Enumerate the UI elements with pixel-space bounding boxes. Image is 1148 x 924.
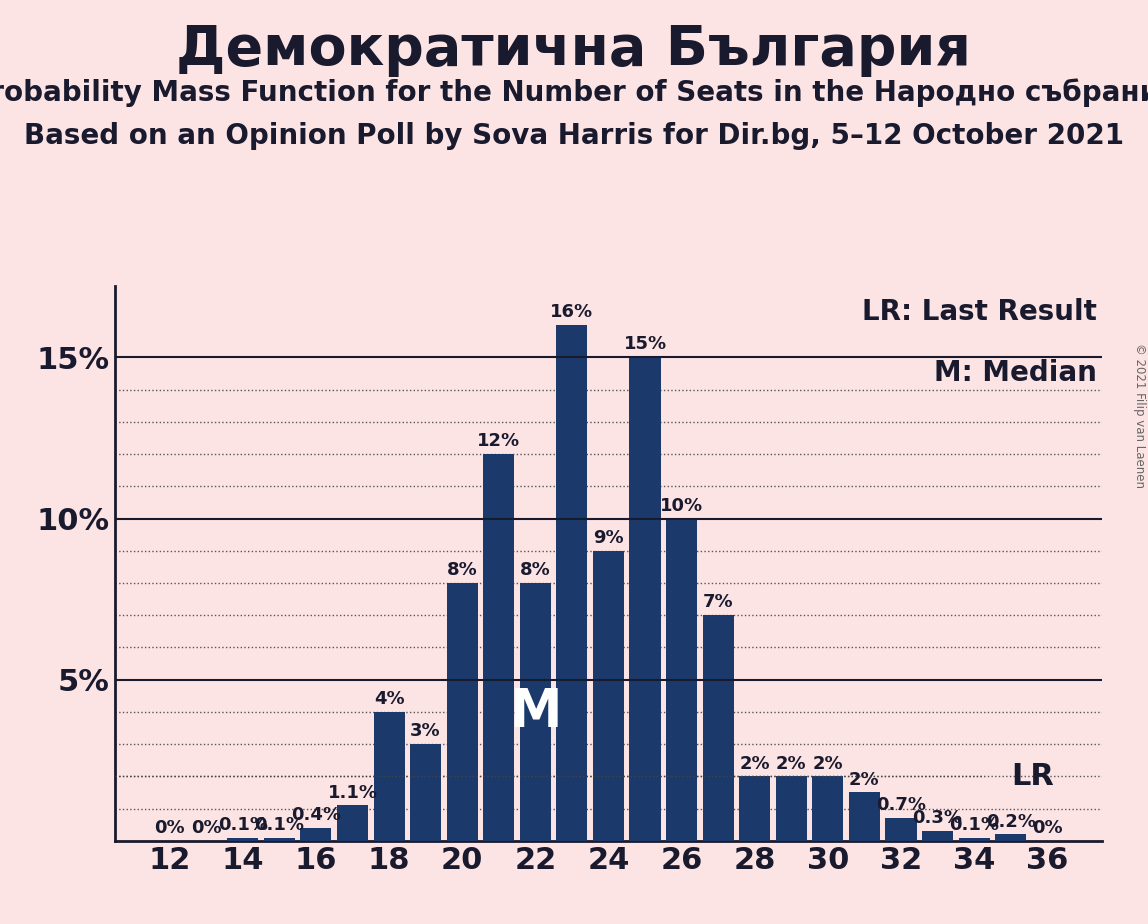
Text: 8%: 8% — [447, 561, 478, 579]
Bar — [557, 325, 588, 841]
Text: Based on an Opinion Poll by Sova Harris for Dir.bg, 5–12 October 2021: Based on an Opinion Poll by Sova Harris … — [24, 122, 1124, 150]
Text: 12%: 12% — [478, 432, 520, 450]
Text: 9%: 9% — [594, 529, 623, 547]
Text: 0.1%: 0.1% — [255, 816, 304, 833]
Bar — [592, 551, 625, 841]
Bar — [666, 518, 697, 841]
Bar — [338, 806, 369, 841]
Text: 8%: 8% — [520, 561, 551, 579]
Text: 0%: 0% — [1032, 819, 1063, 837]
Bar — [959, 838, 990, 841]
Text: 2%: 2% — [850, 771, 879, 788]
Bar — [885, 819, 916, 841]
Bar — [227, 838, 258, 841]
Bar — [995, 834, 1026, 841]
Text: 4%: 4% — [374, 690, 404, 708]
Text: 0.2%: 0.2% — [986, 812, 1035, 831]
Bar — [301, 828, 332, 841]
Bar — [922, 832, 953, 841]
Bar — [447, 583, 478, 841]
Text: 0.1%: 0.1% — [949, 816, 999, 833]
Bar — [629, 358, 660, 841]
Text: 0.4%: 0.4% — [290, 806, 341, 824]
Bar — [264, 838, 295, 841]
Text: 15%: 15% — [623, 335, 667, 354]
Text: Probability Mass Function for the Number of Seats in the Народно събрание: Probability Mass Function for the Number… — [0, 79, 1148, 107]
Text: M: Median: M: Median — [934, 359, 1097, 386]
Text: 2%: 2% — [739, 755, 770, 772]
Text: 2%: 2% — [813, 755, 843, 772]
Bar — [813, 776, 844, 841]
Text: 0.3%: 0.3% — [913, 809, 962, 827]
Text: M: M — [509, 686, 561, 738]
Text: 10%: 10% — [660, 496, 703, 515]
Bar — [410, 744, 441, 841]
Text: LR: LR — [1011, 762, 1055, 791]
Text: 16%: 16% — [550, 303, 594, 322]
Bar — [373, 711, 404, 841]
Text: 0%: 0% — [191, 819, 222, 837]
Text: 7%: 7% — [703, 593, 734, 612]
Text: 0.7%: 0.7% — [876, 796, 926, 814]
Text: 0.1%: 0.1% — [218, 816, 267, 833]
Bar — [703, 615, 734, 841]
Bar — [739, 776, 770, 841]
Bar — [520, 583, 551, 841]
Bar — [848, 793, 879, 841]
Text: 2%: 2% — [776, 755, 807, 772]
Text: Демократична България: Демократична България — [177, 23, 971, 77]
Text: LR: Last Result: LR: Last Result — [862, 298, 1097, 325]
Bar — [483, 454, 514, 841]
Text: 1.1%: 1.1% — [327, 784, 378, 801]
Text: © 2021 Filip van Laenen: © 2021 Filip van Laenen — [1133, 344, 1146, 488]
Text: 3%: 3% — [410, 723, 441, 740]
Bar — [776, 776, 807, 841]
Text: 0%: 0% — [154, 819, 185, 837]
